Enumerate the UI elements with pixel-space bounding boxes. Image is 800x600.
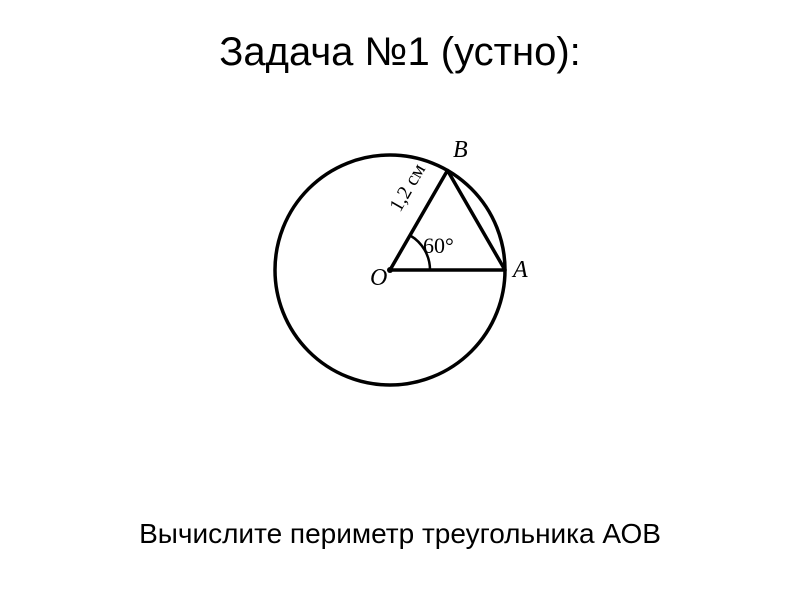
problem-title: Задача №1 (устно): [219,30,581,75]
svg-text:B: B [453,137,468,163]
svg-text:60°: 60° [423,233,454,258]
problem-question: Вычислите периметр треугольника АОВ [0,518,800,550]
svg-text:1,2 см: 1,2 см [385,160,430,216]
svg-text:A: A [511,257,528,283]
svg-text:O: O [370,265,387,291]
geometry-diagram: O A B 60° 1,2 см [235,105,565,410]
